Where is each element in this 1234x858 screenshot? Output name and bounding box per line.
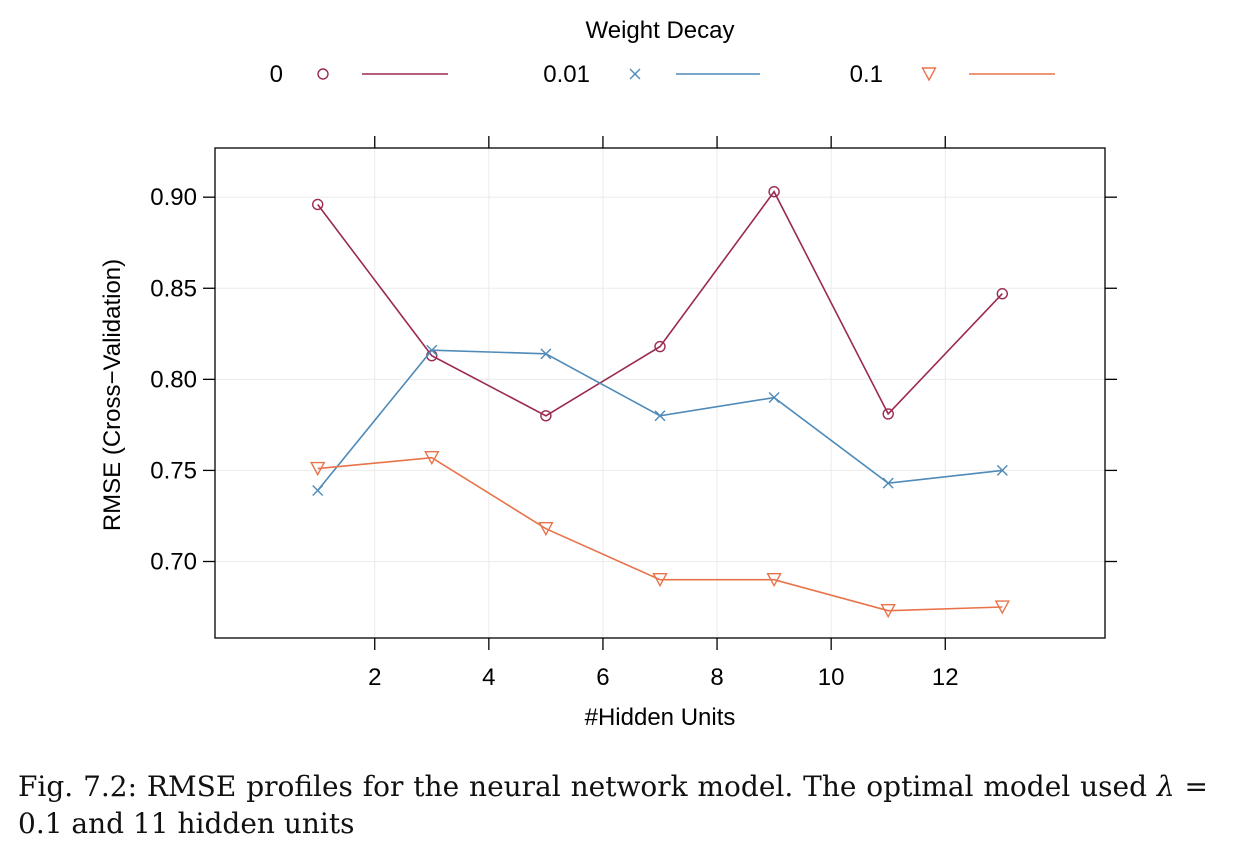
data-point-0 [996, 288, 1009, 300]
figure-caption: Fig. 7.2: RMSE profiles for the neural n… [18, 768, 1208, 842]
data-point-0 [654, 340, 666, 353]
data-point-1 [426, 344, 438, 356]
legend-label: 0 [270, 61, 283, 88]
x-tick-label: 2 [368, 664, 381, 691]
y-tick-label: 0.80 [150, 366, 197, 393]
x-tick-label: 4 [482, 664, 495, 691]
data-point-1 [540, 348, 552, 360]
x-tick-label: 12 [932, 664, 959, 691]
data-point-1 [312, 484, 324, 496]
series-line-2 [317, 456, 1003, 612]
y-tick-label: 0.70 [150, 548, 197, 575]
data-point-2 [424, 450, 440, 466]
data-point-1 [882, 477, 894, 489]
plot-panel [214, 147, 1106, 639]
data-point-0 [768, 186, 780, 198]
caption-lambda: λ [1156, 770, 1175, 803]
x-tick-label: 6 [596, 664, 609, 691]
chart-svg: 2 4 6 8 10 12 0.70 0.75 0.80 0.85 0.90 #Hidden Unit… [99, 17, 1117, 731]
caption-prefix: Fig. 7.2: RMSE profiles for the neural n… [18, 770, 1157, 803]
data-point-2 [310, 461, 326, 477]
caption-suffix: = 0.1 and 11 hidden units [18, 770, 1208, 840]
data-point-2 [538, 522, 554, 537]
y-tick-label: 0.85 [150, 275, 197, 302]
legend-marker-0 [317, 68, 329, 80]
x-tick-label: 8 [710, 664, 723, 691]
data-point-0 [882, 408, 894, 420]
legend-marker-2 [921, 67, 937, 82]
series-line-1 [317, 349, 1003, 492]
data-point-2 [994, 600, 1010, 615]
data-point-2 [880, 603, 896, 619]
y-axis-label: RMSE (Cross−Validation) [99, 259, 126, 531]
legend-label: 0.1 [850, 61, 883, 88]
data-point-1 [996, 464, 1008, 476]
x-tick-label: 10 [818, 664, 845, 691]
data-point-2 [766, 573, 782, 588]
y-tick-label: 0.75 [150, 457, 197, 484]
legend-label: 0.01 [543, 61, 590, 88]
data-point-1 [654, 410, 666, 422]
series-line-0 [317, 190, 1003, 417]
legend-title: Weight Decay [586, 17, 735, 44]
data-point-2 [652, 573, 668, 588]
data-point-0 [311, 198, 324, 211]
x-axis-label: #Hidden Units [585, 704, 736, 731]
legend-marker-1 [629, 68, 641, 80]
y-tick-label: 0.90 [150, 184, 197, 211]
data-point-0 [540, 410, 552, 422]
data-point-1 [768, 392, 780, 404]
